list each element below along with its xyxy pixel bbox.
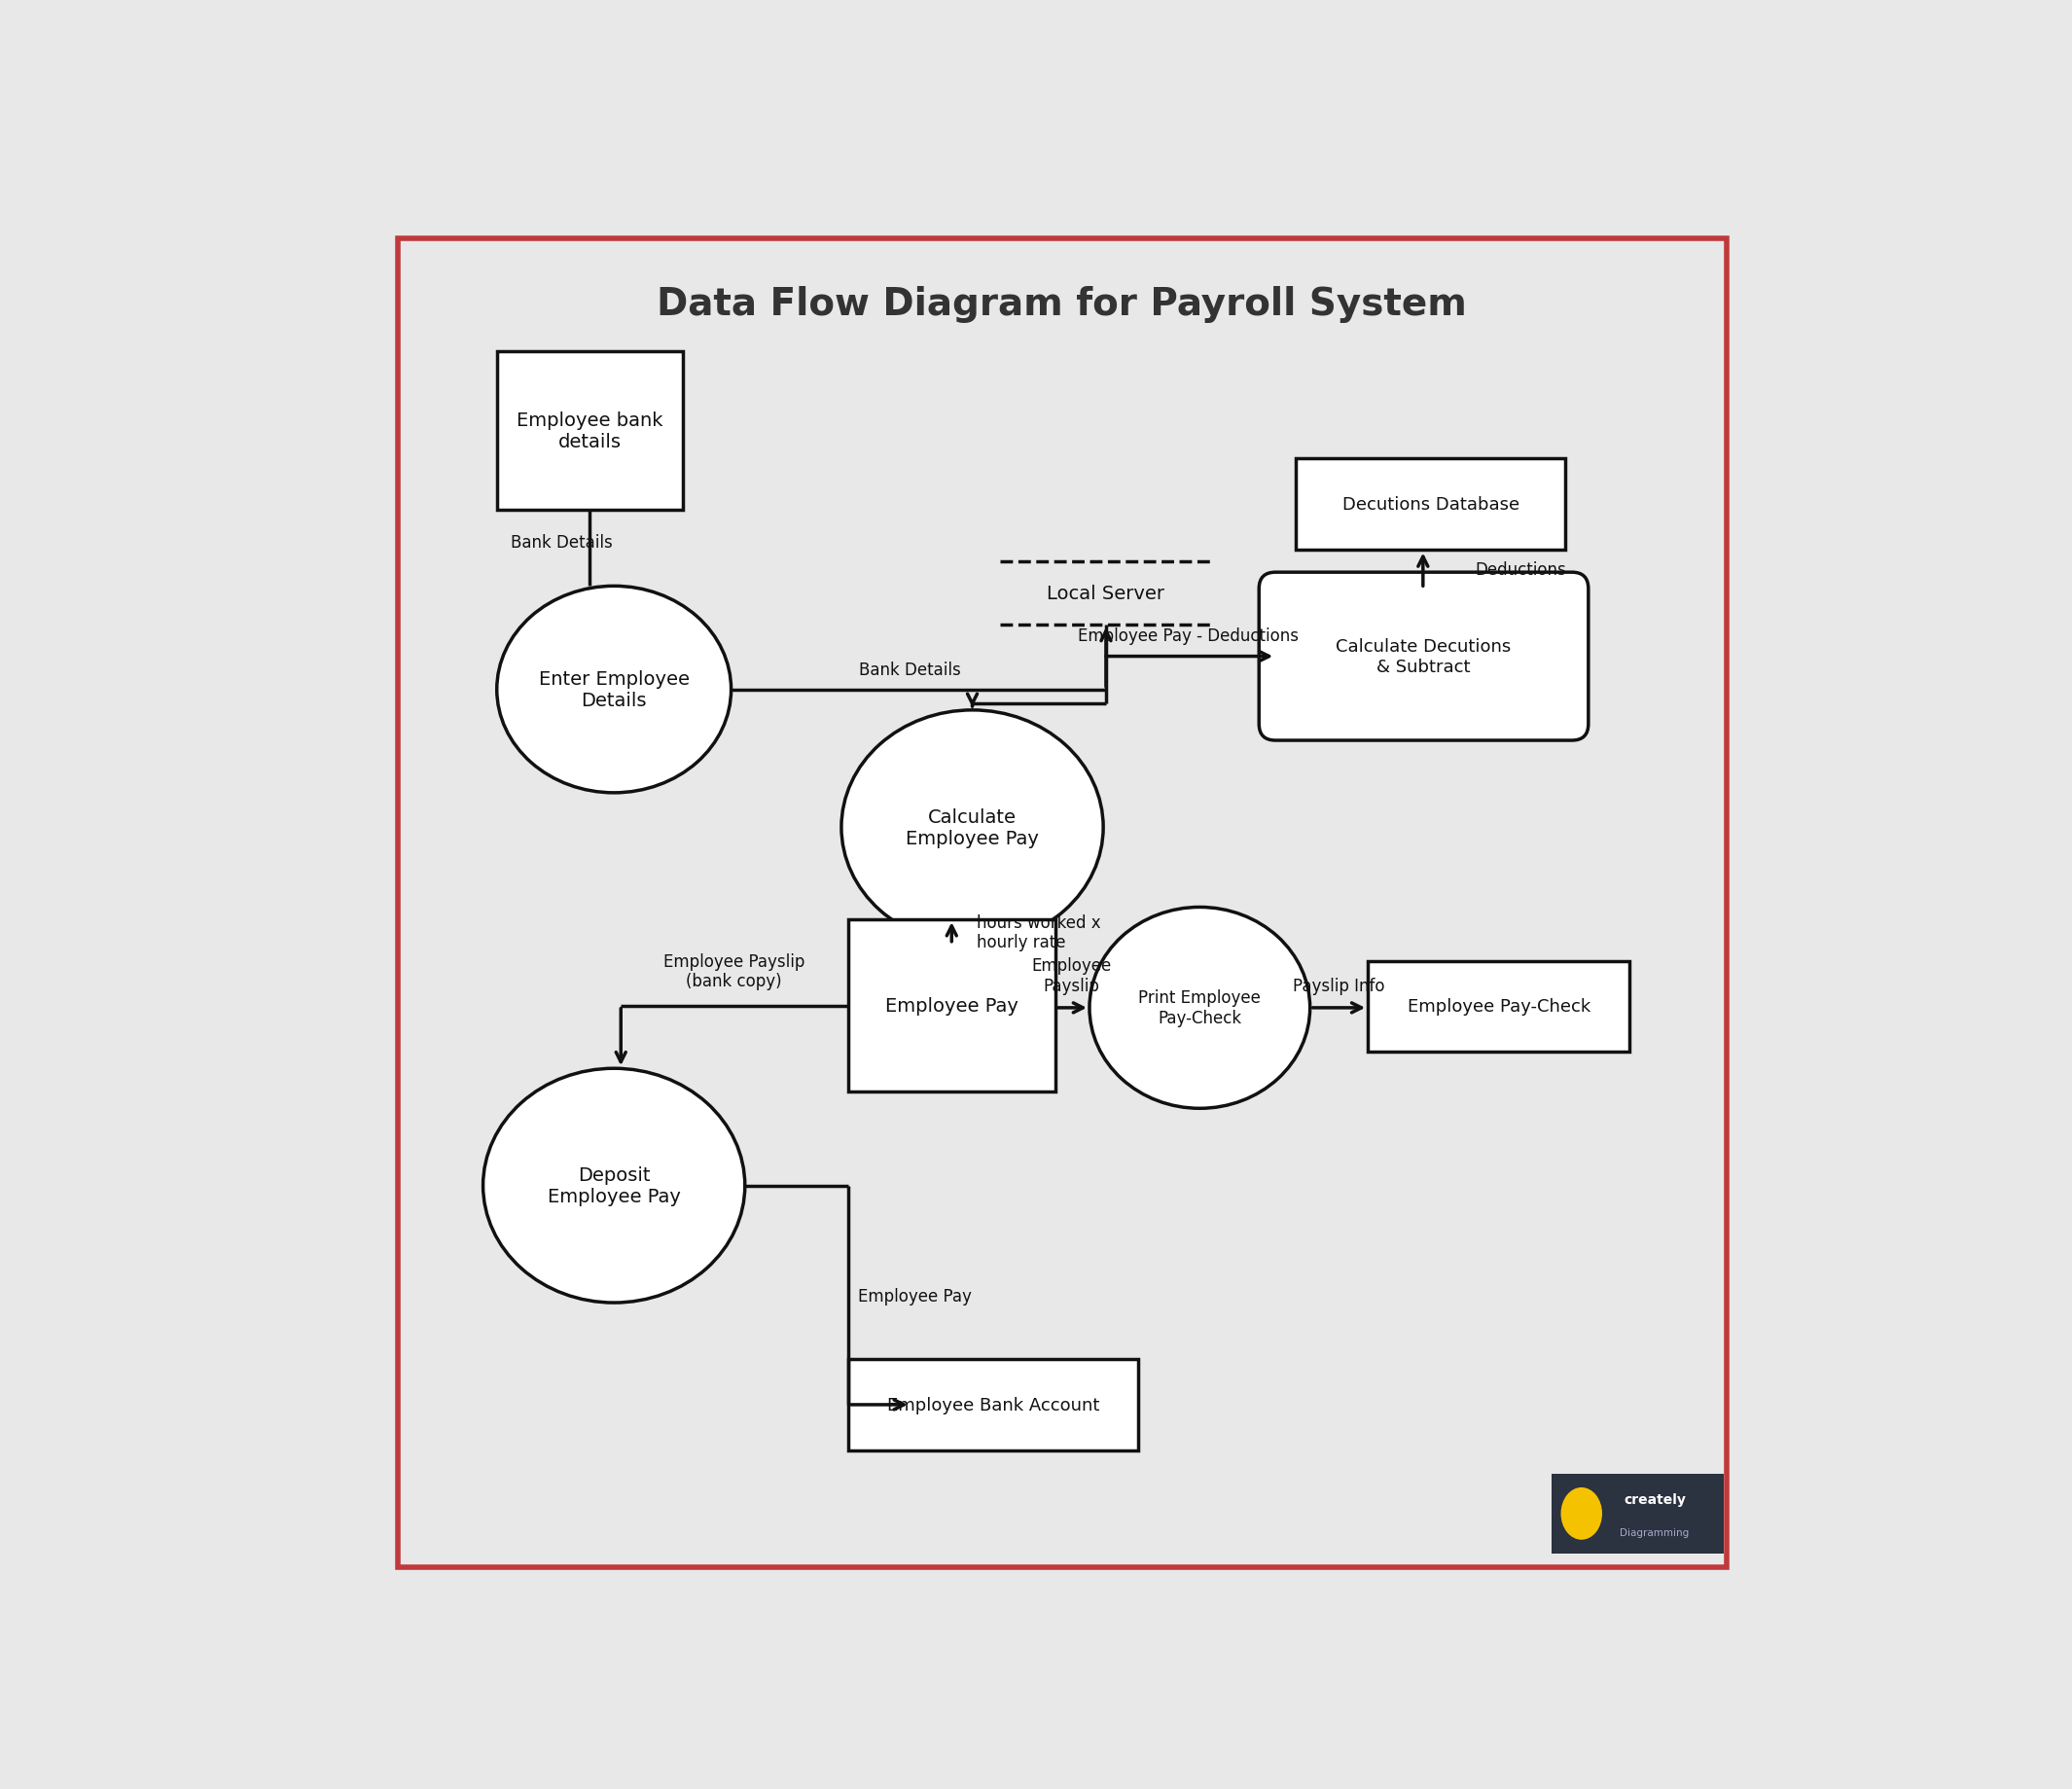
Ellipse shape — [497, 587, 731, 793]
Text: Employee Pay - Deductions: Employee Pay - Deductions — [1077, 626, 1299, 644]
Text: Bank Details: Bank Details — [860, 662, 961, 678]
Text: Calculate Decutions
& Subtract: Calculate Decutions & Subtract — [1336, 639, 1510, 676]
FancyBboxPatch shape — [1297, 458, 1564, 551]
FancyBboxPatch shape — [847, 920, 1055, 1091]
Text: Deductions: Deductions — [1475, 562, 1566, 580]
Text: Print Employee
Pay-Check: Print Employee Pay-Check — [1138, 989, 1262, 1027]
Text: Employee bank
details: Employee bank details — [516, 411, 663, 451]
Text: Calculate
Employee Pay: Calculate Employee Pay — [905, 809, 1038, 848]
Text: Local Server: Local Server — [1046, 585, 1164, 603]
Ellipse shape — [841, 710, 1102, 945]
Text: Employee Payslip
(bank copy): Employee Payslip (bank copy) — [663, 952, 804, 991]
Text: hours worked x
hourly rate: hours worked x hourly rate — [976, 914, 1100, 952]
Text: Deposit
Employee Pay: Deposit Employee Pay — [547, 1166, 680, 1206]
Text: Enter Employee
Details: Enter Employee Details — [539, 671, 690, 710]
Ellipse shape — [1090, 907, 1310, 1109]
FancyBboxPatch shape — [847, 1360, 1138, 1451]
Text: Payslip Info: Payslip Info — [1293, 977, 1384, 995]
Ellipse shape — [483, 1068, 746, 1302]
Text: Decutions Database: Decutions Database — [1343, 496, 1519, 513]
FancyBboxPatch shape — [1368, 961, 1631, 1052]
Text: Employee Pay: Employee Pay — [858, 1288, 972, 1304]
Ellipse shape — [1560, 1487, 1602, 1540]
Text: Employee Pay: Employee Pay — [885, 996, 1017, 1016]
FancyBboxPatch shape — [1552, 1474, 1724, 1553]
Text: Employee
Payslip: Employee Payslip — [1032, 957, 1111, 995]
Text: Bank Details: Bank Details — [510, 533, 613, 551]
Text: Employee Bank Account: Employee Bank Account — [887, 1395, 1100, 1413]
FancyBboxPatch shape — [497, 352, 684, 512]
Text: Diagramming: Diagramming — [1620, 1528, 1689, 1537]
Text: Employee Pay-Check: Employee Pay-Check — [1407, 998, 1591, 1016]
FancyBboxPatch shape — [1260, 572, 1589, 741]
Text: creately: creately — [1624, 1492, 1687, 1506]
Text: Data Flow Diagram for Payroll System: Data Flow Diagram for Payroll System — [657, 286, 1467, 322]
